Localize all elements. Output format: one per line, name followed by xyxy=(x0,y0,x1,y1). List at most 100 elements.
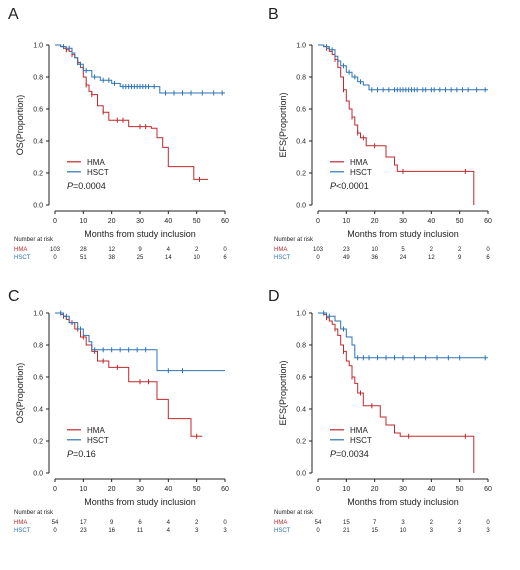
x-tick-label: 10 xyxy=(79,218,87,225)
risk-table-title: Number at risk xyxy=(14,237,54,243)
risk-cell: 4 xyxy=(167,247,171,253)
legend-label: HSCT xyxy=(350,436,372,445)
x-tick-label: 0 xyxy=(53,218,57,225)
risk-cell: 51 xyxy=(80,255,87,261)
risk-cell: 0 xyxy=(486,520,490,526)
x-tick-label: 40 xyxy=(427,218,435,225)
legend-label: HMA xyxy=(87,158,105,167)
y-tick-label: 0.0 xyxy=(33,203,43,210)
p-value-text: P=0.0004 xyxy=(67,181,106,191)
risk-cell: 103 xyxy=(50,247,61,253)
p-value-prefix: P xyxy=(330,181,336,191)
risk-row-name: HSCT xyxy=(14,255,31,261)
risk-cell: 2 xyxy=(195,247,199,253)
p-value-text: P=0.16 xyxy=(67,449,96,459)
risk-cell: 15 xyxy=(343,520,350,526)
risk-cell: 0 xyxy=(316,255,320,261)
risk-cell: 10 xyxy=(371,247,378,253)
panel-label: A xyxy=(8,6,19,23)
risk-cell: 16 xyxy=(108,528,115,534)
risk-cell: 0 xyxy=(486,247,490,253)
risk-cell: 0 xyxy=(223,520,227,526)
km-panel-b: B0.00.20.40.60.81.00 10 20 30 40 50 60EFS(Prop… xyxy=(268,6,492,261)
x-tick-label: 30 xyxy=(399,218,407,225)
x-axis-title: Months from study inclusion xyxy=(84,497,196,507)
risk-row-name: HSCT xyxy=(274,528,291,534)
y-axis-title: OS(Proportion) xyxy=(15,363,25,424)
risk-cell: 15 xyxy=(371,528,378,534)
y-tick-label: 0.0 xyxy=(33,471,43,478)
y-tick-label: 0.8 xyxy=(296,343,306,350)
risk-cell: 24 xyxy=(400,255,407,261)
y-tick-label: 1.0 xyxy=(296,311,306,318)
x-tick-label: 0 xyxy=(316,486,320,493)
y-tick-label: 0.0 xyxy=(296,203,306,210)
risk-cell: 9 xyxy=(138,247,142,253)
risk-cell: 14 xyxy=(165,255,172,261)
p-value-number: =0.0004 xyxy=(73,181,106,191)
risk-cell: 0 xyxy=(53,255,57,261)
risk-cell: 28 xyxy=(80,247,87,253)
risk-cell: 11 xyxy=(137,528,144,534)
x-tick-label: 20 xyxy=(371,218,379,225)
x-tick-label: 50 xyxy=(193,218,201,225)
x-tick-label: 60 xyxy=(221,486,229,493)
risk-cell: 9 xyxy=(458,255,462,261)
risk-cell: 6 xyxy=(223,255,227,261)
x-tick-label: 40 xyxy=(427,486,435,493)
x-tick-label: 10 xyxy=(79,486,87,493)
legend-label: HSCT xyxy=(87,168,109,177)
km-curve-hma xyxy=(318,44,475,205)
risk-cell: 0 xyxy=(53,528,57,534)
y-tick-label: 0.4 xyxy=(296,139,306,146)
risk-cell: 23 xyxy=(343,247,350,253)
risk-cell: 2 xyxy=(458,520,462,526)
km-panel-d: D0.00.20.40.60.81.00 10 20 30 40 50 60EFS(Prop… xyxy=(268,288,492,534)
legend-label: HMA xyxy=(350,158,368,167)
risk-table-title: Number at risk xyxy=(274,510,314,516)
risk-row-name: HMA xyxy=(274,247,287,253)
risk-row-name: HSCT xyxy=(14,528,31,534)
risk-cell: 6 xyxy=(486,255,490,261)
km-curve-hsct xyxy=(55,312,225,372)
x-tick-label: 30 xyxy=(136,218,144,225)
x-tick-label: 60 xyxy=(221,218,229,225)
risk-cell: 4 xyxy=(167,520,171,526)
x-tick-label: 60 xyxy=(484,486,492,493)
y-tick-label: 0.8 xyxy=(33,343,43,350)
risk-cell: 12 xyxy=(428,255,435,261)
p-value-number: <0.0001 xyxy=(336,181,369,191)
risk-cell: 21 xyxy=(343,528,350,534)
risk-cell: 54 xyxy=(315,520,322,526)
risk-cell: 3 xyxy=(195,528,199,534)
y-tick-label: 0.6 xyxy=(296,375,306,382)
y-tick-label: 0.2 xyxy=(296,171,306,178)
y-tick-label: 0.0 xyxy=(296,471,306,478)
y-tick-label: 0.8 xyxy=(33,75,43,82)
risk-cell: 10 xyxy=(400,528,407,534)
km-curve-hma xyxy=(55,44,208,180)
x-tick-label: 20 xyxy=(108,486,116,493)
y-tick-label: 0.2 xyxy=(33,171,43,178)
km-curve-hsct xyxy=(55,44,225,94)
x-tick-label: 0 xyxy=(316,218,320,225)
risk-cell: 38 xyxy=(108,255,115,261)
x-tick-label: 30 xyxy=(136,486,144,493)
risk-cell: 4 xyxy=(167,528,171,534)
p-value-prefix: P xyxy=(67,449,73,459)
x-tick-label: 10 xyxy=(342,218,350,225)
y-tick-label: 0.4 xyxy=(296,407,306,414)
risk-cell: 10 xyxy=(193,255,200,261)
risk-cell: 2 xyxy=(458,247,462,253)
risk-cell: 3 xyxy=(223,528,227,534)
y-tick-label: 0.4 xyxy=(33,407,43,414)
risk-cell: 2 xyxy=(195,520,199,526)
p-value-prefix: P xyxy=(330,449,336,459)
x-tick-label: 20 xyxy=(108,218,116,225)
panel-label: B xyxy=(268,6,279,23)
risk-table-title: Number at risk xyxy=(14,510,54,516)
x-tick-label: 40 xyxy=(164,218,172,225)
km-panel-a: A0.00.20.40.60.81.00 10 20 30 40 50 60OS(Propo… xyxy=(8,6,229,261)
km-curve-hma xyxy=(318,312,475,473)
